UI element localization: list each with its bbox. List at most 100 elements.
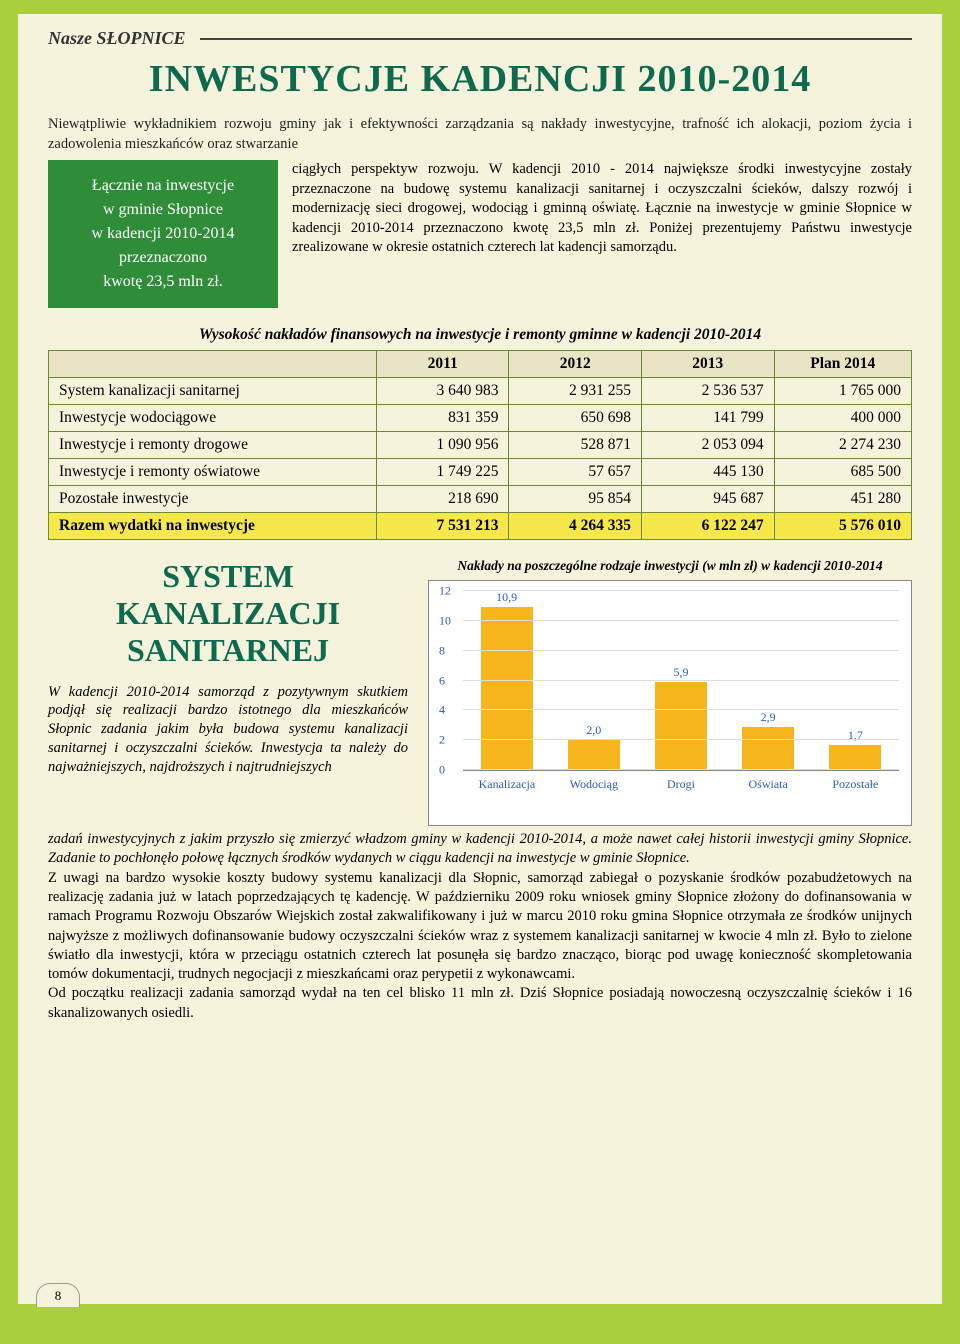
row-value: 831 359: [376, 405, 509, 432]
row-value: 141 799: [642, 405, 775, 432]
row-label: Pozostałe inwestycje: [49, 486, 377, 513]
chart-gridline: [463, 709, 899, 710]
chart-bar: [655, 682, 707, 771]
table-row: Inwestycje i remonty drogowe1 090 956528…: [49, 432, 912, 459]
th-blank: [49, 351, 377, 378]
chart-bar-value-label: 5,9: [673, 665, 688, 680]
intro-right-text: ciągłych perspektyw rozwoju. W kadencji …: [292, 160, 912, 308]
subtitle-line: SANITARNEJ: [48, 632, 408, 669]
row-value: 2 053 094: [642, 432, 775, 459]
th-year: 2011: [376, 351, 509, 378]
intro-row: Łącznie na inwestycje w gminie Słopnice …: [48, 160, 912, 308]
row-value: 1 749 225: [376, 459, 509, 486]
row-value: 685 500: [774, 459, 911, 486]
chart-bar-wrap: 2,0: [566, 723, 622, 770]
chart-bar: [829, 745, 881, 771]
subtitle-paragraph: W kadencji 2010-2014 samorząd z pozy­tyw…: [48, 683, 408, 777]
chart-bar-value-label: 10,9: [496, 590, 517, 605]
right-column: Nakłady na poszczególne rodzaje inwestyc…: [428, 558, 912, 826]
chart-gridline: [463, 620, 899, 621]
table-total-row: Razem wydatki na inwestycje7 531 2134 26…: [49, 513, 912, 540]
callout-line: kwotę 23,5 mln zł.: [56, 270, 270, 294]
row-value: 3 640 983: [376, 378, 509, 405]
page: Nasze SŁOPNICE INWESTYCJE KADENCJI 2010-…: [18, 14, 942, 1304]
row-value: 451 280: [774, 486, 911, 513]
two-column-section: SYSTEM KANALIZACJI SANITARNEJ W kadencji…: [48, 558, 912, 826]
subtitle-line: KANALIZACJI: [48, 595, 408, 632]
chart-gridline: [463, 739, 899, 740]
chart-plot-area: 10,92,05,92,91,7 024681012: [463, 591, 899, 771]
chart-y-label: 0: [439, 763, 445, 778]
row-label: System kanalizacji sanitarnej: [49, 378, 377, 405]
chart-bar-value-label: 1,7: [848, 728, 863, 743]
row-value: 400 000: [774, 405, 911, 432]
th-year: 2013: [642, 351, 775, 378]
total-label: Razem wydatki na inwestycje: [49, 513, 377, 540]
chart-x-labels: Kanalizacja Wodociąg Drogi Oświata Pozostałe: [463, 777, 899, 792]
table-row: Inwestycje i remonty oświatowe1 749 2255…: [49, 459, 912, 486]
row-label: Inwestycje i remonty drogowe: [49, 432, 377, 459]
table-row: Pozostałe inwestycje218 69095 854945 687…: [49, 486, 912, 513]
page-number: 8: [36, 1283, 80, 1307]
section-subtitle: SYSTEM KANALIZACJI SANITARNEJ: [48, 558, 408, 668]
chart-x-label: Pozostałe: [827, 777, 883, 792]
row-label: Inwestycje i remonty oświatowe: [49, 459, 377, 486]
table-row: System kanalizacji sanitarnej3 640 9832 …: [49, 378, 912, 405]
row-value: 1 090 956: [376, 432, 509, 459]
chart-x-label: Drogi: [653, 777, 709, 792]
total-value: 7 531 213: [376, 513, 509, 540]
investment-table: 2011 2012 2013 Plan 2014 System kanaliza…: [48, 350, 912, 540]
subtitle-line: SYSTEM: [48, 558, 408, 595]
chart-bar: [568, 740, 620, 770]
row-value: 445 130: [642, 459, 775, 486]
chart-y-label: 6: [439, 673, 445, 688]
total-value: 4 264 335: [509, 513, 642, 540]
main-title: INWESTYCJE KADENCJI 2010-2014: [48, 57, 912, 101]
body-text: zadań inwestycyjnych z jakim przyszło si…: [48, 830, 912, 1023]
table-header-row: 2011 2012 2013 Plan 2014: [49, 351, 912, 378]
intro-top-text: Niewątpliwie wykładnikiem rozwoju gminy …: [48, 115, 912, 154]
header-rule: [200, 38, 912, 40]
chart-gridline: [463, 590, 899, 591]
row-value: 650 698: [509, 405, 642, 432]
th-year: Plan 2014: [774, 351, 911, 378]
row-value: 2 536 537: [642, 378, 775, 405]
callout-line: w kadencji 2010-2014: [56, 222, 270, 246]
callout-line: przeznaczono: [56, 246, 270, 270]
row-value: 2 274 230: [774, 432, 911, 459]
left-column: SYSTEM KANALIZACJI SANITARNEJ W kadencji…: [48, 558, 408, 826]
row-value: 57 657: [509, 459, 642, 486]
chart-title: Nakłady na poszczególne rodzaje inwestyc…: [428, 558, 912, 574]
chart-y-label: 10: [439, 613, 451, 628]
chart-bar: [742, 727, 794, 771]
bar-chart: 10,92,05,92,91,7 024681012 KanalizacjaWo…: [428, 580, 912, 826]
row-value: 218 690: [376, 486, 509, 513]
row-value: 95 854: [509, 486, 642, 513]
table-row: Inwestycje wodociągowe831 359650 698141 …: [49, 405, 912, 432]
row-value: 1 765 000: [774, 378, 911, 405]
row-value: 2 931 255: [509, 378, 642, 405]
chart-x-label: Oświata: [740, 777, 796, 792]
th-year: 2012: [509, 351, 642, 378]
row-label: Inwestycje wodociągowe: [49, 405, 377, 432]
chart-gridline: [463, 650, 899, 651]
brand-title: Nasze SŁOPNICE: [48, 28, 200, 49]
chart-x-label: Wodociąg: [566, 777, 622, 792]
callout-line: w gminie Słopnice: [56, 198, 270, 222]
chart-bars: 10,92,05,92,91,7: [463, 591, 899, 770]
callout-box: Łącznie na inwestycje w gminie Słopnice …: [48, 160, 278, 308]
body-paragraph: Z uwagi na bardzo wysokie koszty budowy …: [48, 870, 912, 982]
chart-y-label: 2: [439, 733, 445, 748]
chart-y-label: 12: [439, 584, 451, 599]
chart-x-label: Kanalizacja: [479, 777, 535, 792]
chart-bar-wrap: 1,7: [827, 728, 883, 771]
row-value: 945 687: [642, 486, 775, 513]
body-paragraph: Od początku realizacji zadania samorząd …: [48, 985, 912, 1020]
body-italic-run: zadań inwestycyjnych z jakim przyszło si…: [48, 831, 912, 866]
chart-gridline: [463, 769, 899, 770]
chart-bar: [481, 607, 533, 771]
row-value: 528 871: [509, 432, 642, 459]
chart-gridline: [463, 680, 899, 681]
total-value: 6 122 247: [642, 513, 775, 540]
total-value: 5 576 010: [774, 513, 911, 540]
